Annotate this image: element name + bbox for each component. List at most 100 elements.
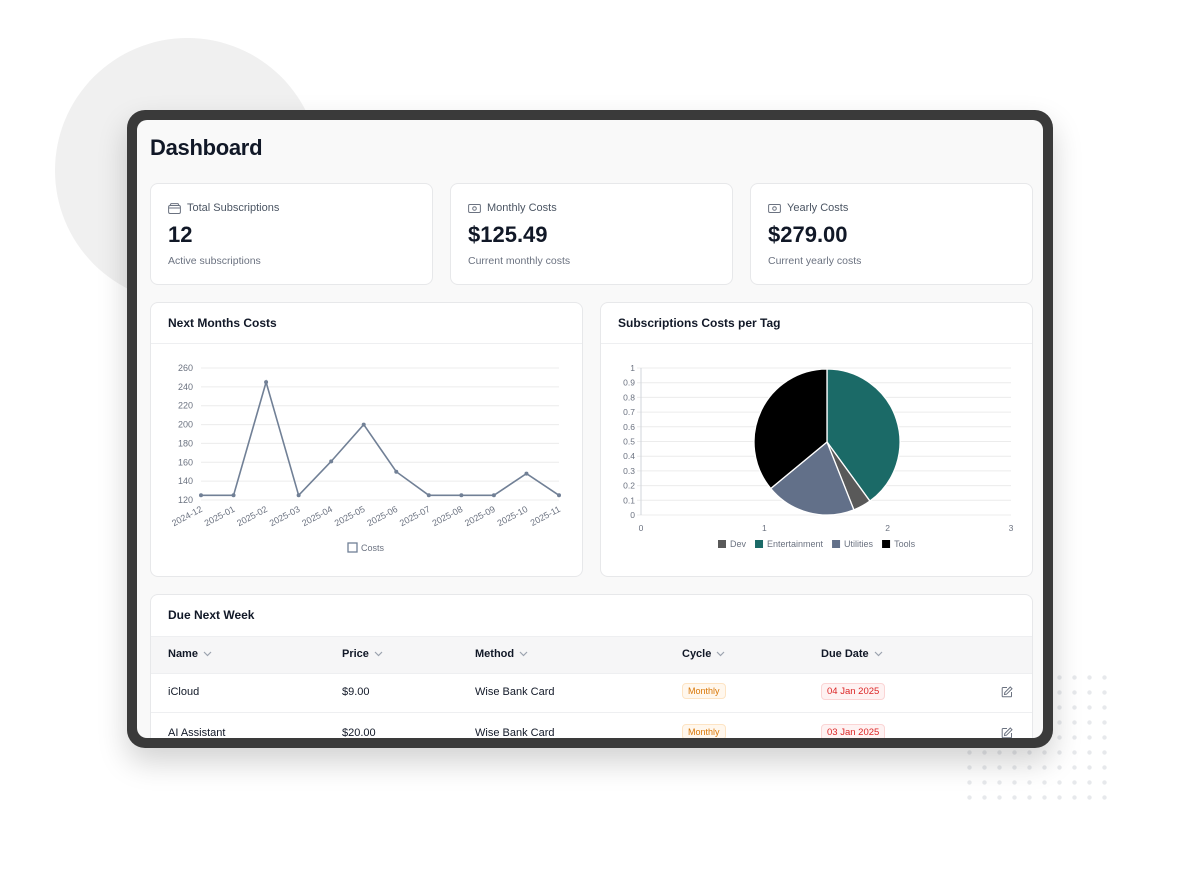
cell-name: AI Assistant — [168, 727, 226, 738]
divider — [151, 343, 582, 344]
cycle-badge: Monthly — [682, 724, 726, 738]
edit-icon[interactable] — [1001, 727, 1013, 738]
legend-label-dev: Dev — [730, 539, 747, 549]
data-point — [426, 493, 431, 498]
pie-slice-entertainment — [826, 368, 901, 502]
legend-label-tools: Tools — [894, 539, 916, 549]
data-point — [329, 459, 334, 464]
data-point — [264, 380, 269, 385]
edit-icon[interactable] — [1001, 686, 1013, 698]
y-tick-label: 0.2 — [623, 481, 635, 491]
dashboard-screen: Dashboard Total Subscriptions 12 Active … — [137, 120, 1043, 738]
x-tick-label: 2025-04 — [300, 504, 334, 528]
legend-label-costs: Costs — [361, 543, 385, 553]
column-header-due-date[interactable]: Due Date — [821, 648, 883, 660]
legend-swatch-tools — [882, 540, 891, 548]
stat-card-yearly-costs: Yearly Costs $279.00 Current yearly cost… — [750, 183, 1033, 285]
stat-label-row: Total Subscriptions — [168, 202, 279, 214]
table-header: Name Price Method Cycle Due Date — [151, 636, 1032, 674]
stat-label-row: Monthly Costs — [468, 202, 557, 214]
card-title: Subscriptions Costs per Tag — [618, 316, 781, 330]
column-header-method[interactable]: Method — [475, 648, 528, 660]
data-point — [199, 493, 203, 498]
data-point — [557, 493, 561, 498]
stat-description: Active subscriptions — [168, 255, 261, 267]
stat-value: $279.00 — [768, 222, 848, 247]
column-label: Name — [168, 648, 198, 660]
x-tick-label: 2025-01 — [203, 504, 237, 528]
column-header-cycle[interactable]: Cycle — [682, 648, 725, 660]
chevron-down-icon — [374, 651, 383, 657]
y-tick-label: 0 — [630, 510, 635, 520]
column-header-name[interactable]: Name — [168, 648, 212, 660]
y-tick-label: 160 — [178, 457, 193, 467]
stat-description: Current yearly costs — [768, 255, 862, 267]
y-tick-label: 240 — [178, 382, 193, 392]
x-tick-label: 2 — [885, 523, 890, 533]
column-label: Price — [342, 648, 369, 660]
stat-label-row: Yearly Costs — [768, 202, 848, 214]
series-line-costs — [201, 379, 560, 497]
x-tick-label: 2024-12 — [170, 504, 204, 528]
y-tick-label: 1 — [630, 363, 635, 373]
y-tick-label: 140 — [178, 476, 193, 486]
card-title: Next Months Costs — [168, 316, 277, 330]
chevron-down-icon — [716, 651, 725, 657]
column-header-price[interactable]: Price — [342, 648, 383, 660]
cycle-badge: Monthly — [682, 683, 726, 699]
chevron-down-icon — [519, 651, 528, 657]
x-tick-label: 2025-07 — [398, 504, 432, 528]
banknote-icon — [768, 203, 781, 213]
cell-price: $9.00 — [342, 686, 370, 698]
x-tick-label: 2025-09 — [463, 504, 497, 528]
x-tick-label: 2025-11 — [529, 504, 562, 528]
x-tick-label: 2025-06 — [365, 504, 399, 528]
line-chart: 1201401601802002202402602024-122025-0120… — [170, 363, 562, 553]
y-tick-label: 220 — [178, 401, 193, 411]
legend-swatch-costs — [347, 542, 358, 553]
due-next-week-card: Due Next Week Name Price Method Cycle Du… — [150, 594, 1033, 738]
chevron-down-icon — [874, 651, 883, 657]
x-tick-label: 2025-05 — [333, 504, 367, 528]
data-point — [394, 469, 399, 474]
column-label: Method — [475, 648, 515, 660]
y-tick-label: 180 — [178, 438, 193, 448]
table-row[interactable]: iCloud $9.00 Wise Bank Card Monthly 04 J… — [151, 672, 1032, 713]
data-point — [361, 422, 366, 427]
stat-description: Current monthly costs — [468, 255, 571, 267]
next-months-costs-card: Next Months Costs 120 140 160 180 200 220 240 2… — [150, 302, 583, 577]
y-tick-label: 120 — [178, 495, 193, 505]
data-point — [231, 493, 236, 498]
y-tick-label: 0.4 — [623, 451, 635, 461]
legend-swatch-utilities — [832, 540, 841, 548]
divider — [601, 343, 1032, 344]
table-row[interactable]: AI Assistant $20.00 Wise Bank Card Month… — [151, 713, 1032, 738]
pie-slice-utilities — [769, 440, 855, 516]
due-date-badge: 03 Jan 2025 — [821, 724, 886, 738]
y-tick-label: 0.3 — [623, 466, 635, 476]
stat-value: 12 — [168, 222, 193, 247]
pie-slice-tools — [753, 368, 828, 490]
y-tick-label: 0.5 — [623, 437, 635, 447]
cell-price: $20.00 — [342, 727, 376, 738]
data-point — [459, 493, 464, 498]
page-title: Dashboard — [150, 135, 263, 160]
x-tick-label: 0 — [639, 523, 644, 533]
x-tick-label: 2025-02 — [235, 504, 269, 528]
cell-method: Wise Bank Card — [475, 727, 555, 738]
stat-card-total-subscriptions: Total Subscriptions 12 Active subscripti… — [150, 183, 433, 285]
legend-swatch-dev — [718, 540, 726, 548]
cell-method: Wise Bank Card — [475, 686, 555, 698]
chevron-down-icon — [203, 651, 212, 657]
stat-card-monthly-costs: Monthly Costs $125.49 Current monthly co… — [450, 183, 733, 285]
y-tick-label: 0.9 — [623, 378, 635, 388]
x-tick-label: 3 — [1009, 523, 1014, 533]
pie-chart: 1 0.9 0.8 0.7 0.6 0.5 0.4 0.3 0.2 0.1 00 1 2 3 Dev Ente… — [623, 363, 1014, 549]
x-tick-label: 2025-03 — [268, 504, 302, 528]
stat-value: $125.49 — [468, 222, 548, 247]
x-tick-label: 1 — [762, 523, 767, 533]
card-title: Due Next Week — [168, 608, 255, 622]
y-tick-label: 0.7 — [623, 407, 635, 417]
data-point — [491, 493, 496, 498]
costs-per-tag-card: Subscriptions Costs per Tag 1 0.9 0.8 0.7 0.… — [600, 302, 1033, 577]
